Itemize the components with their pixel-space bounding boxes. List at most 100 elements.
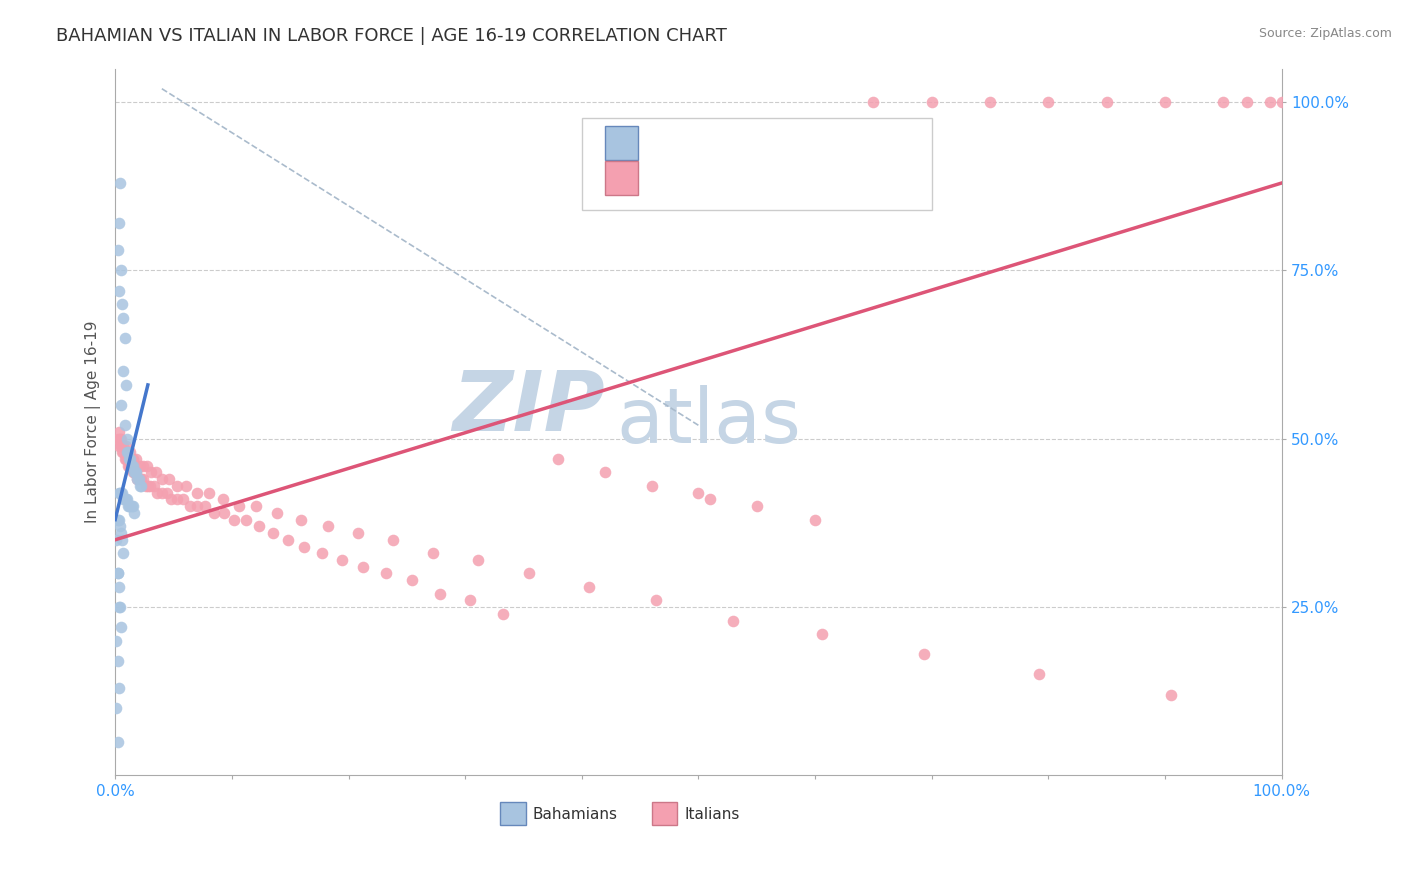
Point xyxy=(121,466,143,480)
Point xyxy=(1258,95,1281,110)
Point xyxy=(114,492,136,507)
Point xyxy=(108,485,131,500)
Point xyxy=(150,472,173,486)
Point xyxy=(114,452,136,467)
Point xyxy=(155,485,177,500)
Point xyxy=(141,466,163,480)
Point xyxy=(117,445,139,459)
Point xyxy=(745,499,768,513)
Point xyxy=(292,540,315,554)
Point xyxy=(401,573,423,587)
Point xyxy=(146,485,169,500)
Text: BAHAMIAN VS ITALIAN IN LABOR FORCE | AGE 16-19 CORRELATION CHART: BAHAMIAN VS ITALIAN IN LABOR FORCE | AGE… xyxy=(56,27,727,45)
Point xyxy=(547,452,569,467)
Point xyxy=(578,580,600,594)
Point xyxy=(107,432,129,446)
Point xyxy=(121,452,143,467)
Point xyxy=(112,310,135,325)
Point xyxy=(330,553,353,567)
Point xyxy=(114,331,136,345)
Point xyxy=(111,485,134,500)
Text: atlas: atlas xyxy=(617,385,801,459)
Point xyxy=(128,479,150,493)
Point xyxy=(128,472,150,486)
Point xyxy=(122,466,145,480)
Point xyxy=(107,566,129,581)
Point xyxy=(211,492,233,507)
Point xyxy=(157,472,180,486)
Point xyxy=(129,472,152,486)
Point xyxy=(212,506,235,520)
Point xyxy=(145,466,167,480)
Point xyxy=(172,492,194,507)
Point xyxy=(921,95,943,110)
Point xyxy=(107,216,129,230)
Point xyxy=(107,681,129,695)
Point xyxy=(1028,667,1050,681)
Point xyxy=(110,526,132,541)
Text: R = 0.309   N =  58: R = 0.309 N = 58 xyxy=(652,133,844,153)
Point xyxy=(110,438,132,452)
Point xyxy=(277,533,299,547)
Point xyxy=(107,512,129,526)
Point xyxy=(110,398,132,412)
Point xyxy=(110,620,132,634)
Point xyxy=(112,445,135,459)
Point xyxy=(128,472,150,486)
Point xyxy=(117,445,139,459)
Point xyxy=(811,627,834,641)
Point xyxy=(107,654,129,668)
Point xyxy=(186,485,208,500)
Point xyxy=(132,472,155,486)
Point xyxy=(120,458,142,473)
Point xyxy=(134,479,156,493)
Point xyxy=(125,466,148,480)
Point xyxy=(136,479,159,493)
Point xyxy=(107,438,129,452)
Point xyxy=(132,458,155,473)
Point xyxy=(114,378,136,392)
Point xyxy=(120,445,142,459)
Point xyxy=(107,512,129,526)
Point xyxy=(111,297,134,311)
Point xyxy=(290,512,312,526)
FancyBboxPatch shape xyxy=(652,802,678,825)
Point xyxy=(1236,95,1258,110)
Point xyxy=(517,566,540,581)
Point xyxy=(127,472,149,486)
Point xyxy=(228,499,250,513)
Point xyxy=(862,95,884,110)
Point xyxy=(107,425,129,439)
Point xyxy=(121,458,143,473)
Point xyxy=(117,458,139,473)
Point xyxy=(107,580,129,594)
Text: Italians: Italians xyxy=(685,806,740,822)
Point xyxy=(107,284,129,298)
Point xyxy=(641,479,664,493)
Point xyxy=(117,499,139,513)
Point xyxy=(247,519,270,533)
Point xyxy=(121,499,143,513)
Point xyxy=(142,479,165,493)
Point xyxy=(112,364,135,378)
Point xyxy=(688,485,710,500)
Point xyxy=(120,452,142,467)
Point xyxy=(166,479,188,493)
Point xyxy=(1154,95,1177,110)
Point xyxy=(804,512,827,526)
Point xyxy=(179,499,201,513)
Point xyxy=(491,607,513,621)
Point xyxy=(124,466,146,480)
Point xyxy=(107,485,129,500)
Point xyxy=(316,519,339,533)
Point xyxy=(224,512,246,526)
Point xyxy=(115,445,138,459)
Point xyxy=(129,479,152,493)
Point xyxy=(107,566,129,581)
Point xyxy=(120,499,142,513)
Point xyxy=(422,546,444,560)
Point xyxy=(458,593,481,607)
Point xyxy=(105,533,128,547)
Point xyxy=(1212,95,1234,110)
Point xyxy=(979,95,1001,110)
